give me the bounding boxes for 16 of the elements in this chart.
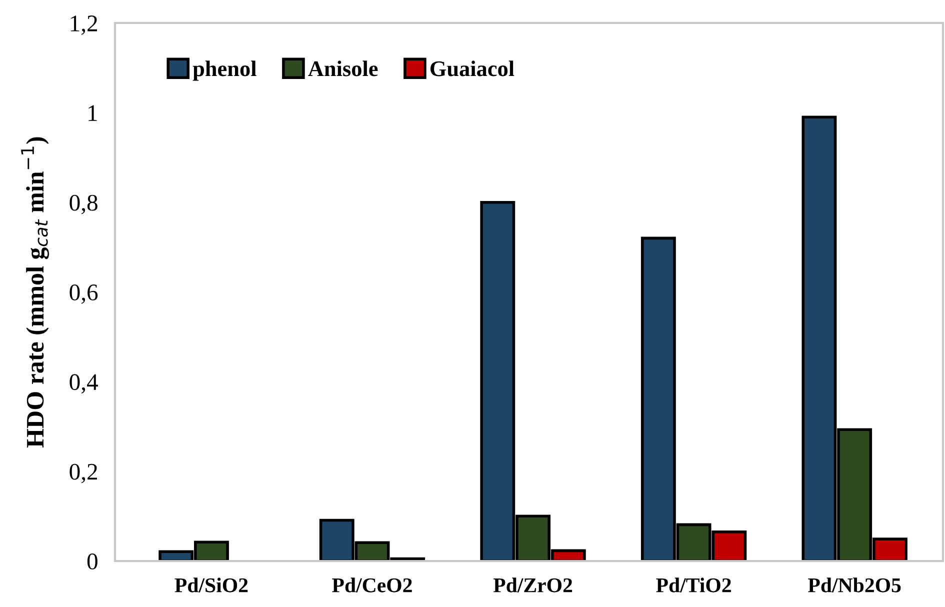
- y-tick-label: 1: [88, 105, 97, 121]
- y-tick-label: 0: [87, 553, 98, 570]
- legend-label: Anisole: [308, 60, 378, 76]
- y-tick-label: 0,4: [70, 374, 98, 394]
- y-tick-label: 0,8: [70, 194, 98, 214]
- x-tick-label: Pd/ZrO2: [493, 578, 572, 592]
- y-tick-label: 0,6: [70, 284, 98, 304]
- y-tick-label: 1,2: [70, 16, 98, 35]
- y-tick-label: 0,2: [70, 464, 98, 484]
- x-tick-label: Pd/Nb2O5: [808, 578, 901, 592]
- legend-label: phenol: [192, 60, 256, 81]
- x-tick-label: Pd/TiO2: [656, 578, 731, 592]
- y-axis-title: HDO rate (mmol g$_{cat}$ min$^{−1}$): [21, 137, 49, 448]
- x-tick-label: Pd/CeO2: [332, 578, 412, 592]
- x-tick-label: Pd/SiO2: [174, 578, 248, 592]
- legend-label: Guaiacol: [430, 60, 514, 76]
